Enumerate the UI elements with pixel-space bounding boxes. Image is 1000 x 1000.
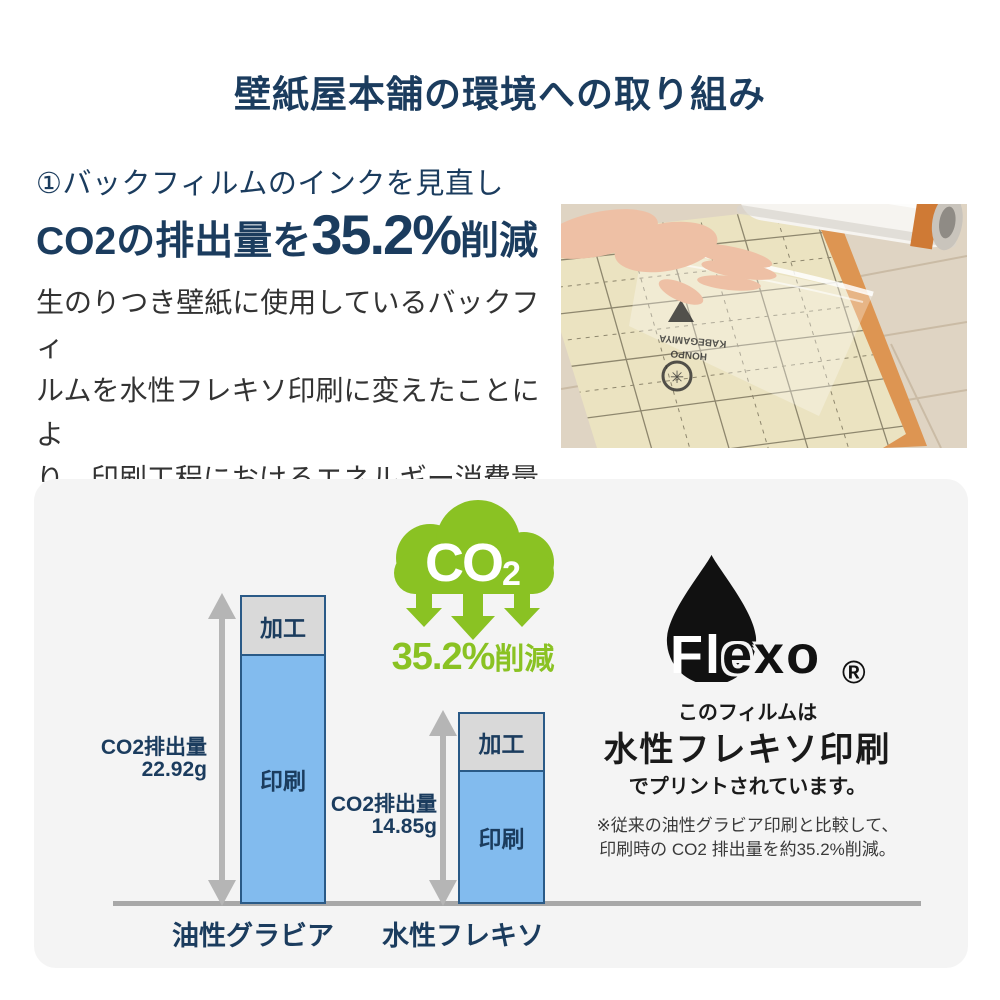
body-line: ルムを水性フレキソ印刷に変えたことによ (36, 375, 540, 450)
total-value: 22.92g (141, 758, 207, 781)
total-label-left: CO2排出量 22.92g (77, 737, 207, 781)
total-value: 14.85g (371, 815, 437, 838)
bar-water-flexo: 加工 印刷 (458, 712, 545, 904)
co2-cloud-text: CO2 (378, 532, 568, 594)
segment-label: 加工 (260, 614, 306, 641)
flexo-caption-line3: でプリントされています。 (628, 776, 867, 798)
right-measure-arrow-icon (429, 710, 457, 906)
reduction-suffix: 削減 (494, 643, 555, 676)
reduction-label: 35.2%削減 (368, 634, 578, 679)
svg-text:✳: ✳ (670, 368, 684, 387)
body-line: 生のりつき壁紙に使用しているバックフィ (36, 287, 540, 362)
co2-text: CO (425, 533, 504, 593)
backing-film-photo: KABEGAMIYA HONPO ✳ (561, 204, 967, 448)
reduction-value: 35.2% (391, 636, 496, 678)
co2-subscript: 2 (502, 555, 521, 593)
film-roll (736, 204, 963, 251)
x-label-water-flexo: 水性フレキソ (382, 921, 544, 951)
footnote-line: ※従来の油性グラビア印刷と比較して、 (596, 816, 899, 835)
segment-label: 印刷 (260, 768, 306, 794)
flexo-caption-line2: 水性フレキソ印刷 (603, 731, 892, 769)
headline-prefix: CO2の排出量を (36, 220, 312, 263)
segment-label: 印刷 (478, 826, 525, 852)
registered-mark: ® (842, 654, 866, 690)
flexo-logo-text: Flexo (670, 624, 821, 686)
total-caption: CO2排出量 (100, 736, 207, 759)
flexo-text-fl: Fl (670, 625, 722, 685)
segment-label: 加工 (478, 731, 525, 757)
left-measure-arrow-icon (208, 593, 236, 906)
flexo-drop-icon (666, 554, 757, 682)
headline-suffix: 削減 (460, 220, 539, 263)
flexo-caption-line1: このフィルムは (677, 702, 818, 724)
flexo-text-exo: exo (722, 625, 822, 685)
bar-oil-gravure: 加工 印刷 (240, 595, 326, 904)
bar-segment-processing: 加工 (240, 595, 326, 656)
bar-segment-printing: 印刷 (458, 772, 545, 904)
bar-segment-printing: 印刷 (240, 656, 326, 904)
x-label-oil-gravure: 油性グラビア (172, 921, 334, 951)
co2-reduction-headline: CO2の排出量を35.2%削減 (36, 202, 538, 267)
sheet-orange-edge (811, 204, 927, 448)
photo-illustration: KABEGAMIYA HONPO ✳ (561, 204, 967, 448)
flexo-footnote: ※従来の油性グラビア印刷と比較して、 印刷時の CO2 排出量を約35.2%削減… (560, 814, 935, 862)
page-title: 壁紙屋本舗の環境への取り組み (234, 74, 766, 115)
headline-value: 35.2% (311, 203, 462, 266)
svg-text:HONPO: HONPO (670, 347, 708, 361)
total-label-right: CO2排出量 14.85g (307, 794, 437, 838)
co2-cloud-icon (394, 500, 554, 640)
hand (561, 209, 777, 305)
section-heading: ①バックフィルムのインクを見直し (36, 168, 504, 200)
bar-segment-processing: 加工 (458, 712, 545, 772)
total-caption: CO2排出量 (330, 793, 437, 816)
footnote-line: 印刷時の CO2 排出量を約35.2%削減。 (599, 840, 896, 859)
